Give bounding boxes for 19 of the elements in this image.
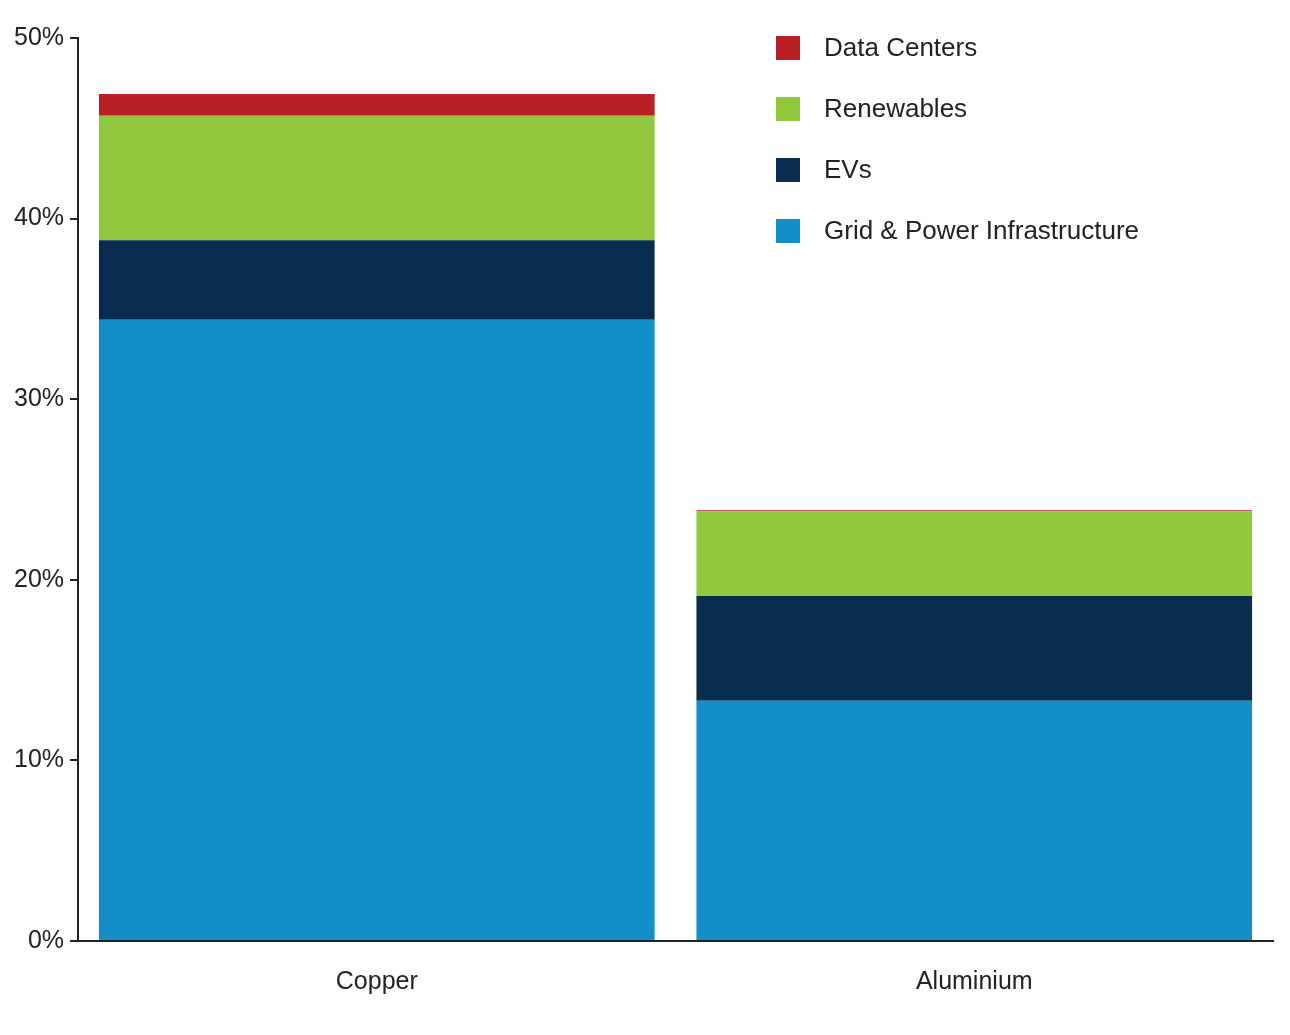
legend-label: Renewables [824, 93, 968, 124]
bar [696, 596, 1253, 701]
y-tick-label: 0% [27, 924, 65, 953]
y-tick-label: 10% [13, 744, 65, 773]
y-tick-label: 50% [13, 21, 65, 50]
legend-label: EVs [824, 154, 872, 185]
bar [98, 240, 655, 320]
legend-label: Data Centers [824, 32, 978, 63]
bar [98, 93, 655, 116]
bar [696, 700, 1253, 940]
legend-label: Grid & Power Infrastructure [824, 215, 1139, 246]
y-tick-label: 30% [13, 383, 65, 412]
x-tick-label: Aluminium [915, 965, 1033, 994]
bar [696, 511, 1253, 597]
y-tick-label: 20% [13, 563, 65, 592]
y-tick-label: 40% [13, 202, 65, 231]
bar [98, 319, 655, 940]
x-tick-label: Copper [335, 965, 418, 994]
bar [98, 115, 655, 241]
